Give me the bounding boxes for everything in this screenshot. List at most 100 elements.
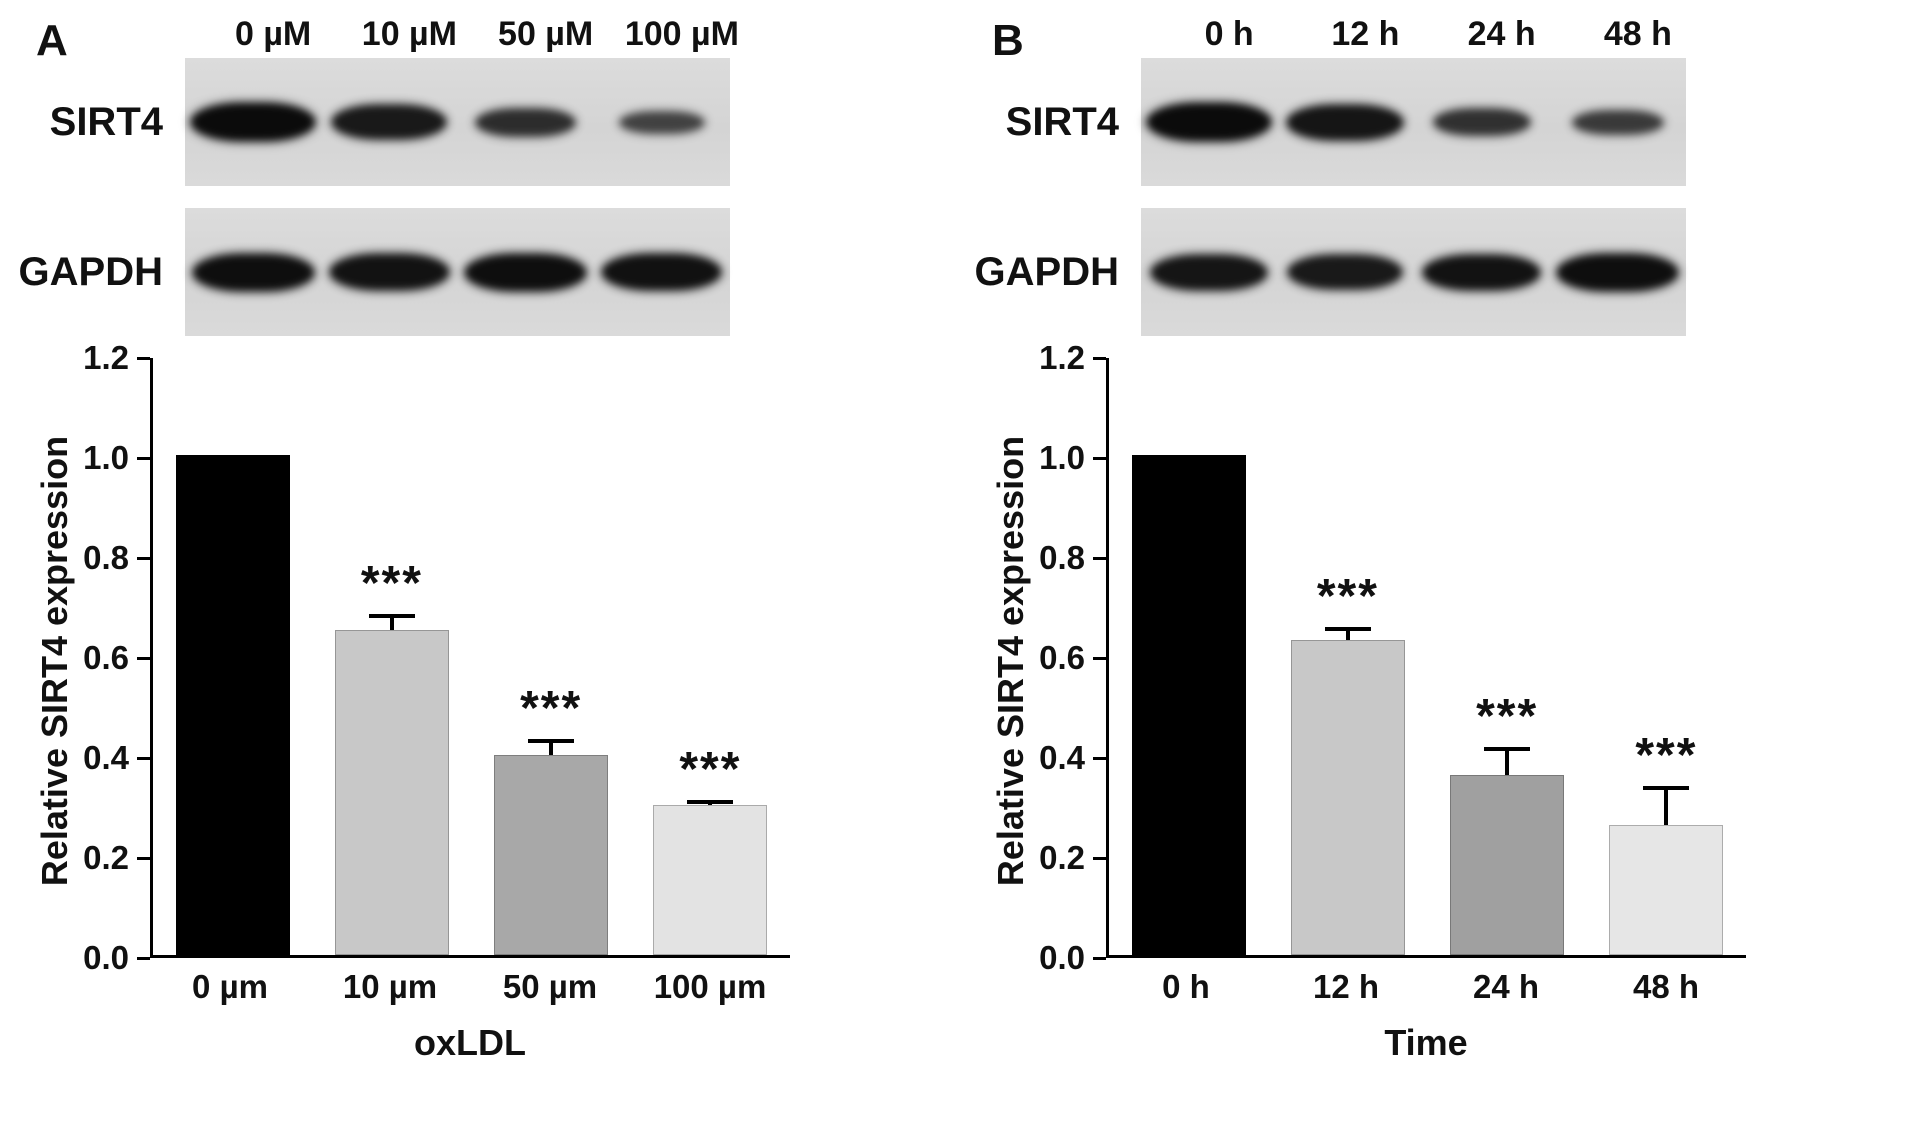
x-axis-title: oxLDL bbox=[414, 1022, 526, 1063]
y-tick-label: 0.0 bbox=[1039, 939, 1085, 976]
blot-lane bbox=[1141, 103, 1277, 141]
error-bar bbox=[528, 738, 575, 756]
bars-container: *** *** *** bbox=[1109, 358, 1746, 955]
blot-lane bbox=[594, 111, 730, 133]
blot-lane bbox=[321, 105, 457, 139]
protein-band bbox=[1147, 103, 1272, 141]
x-category-label: 100 µm bbox=[653, 968, 767, 1005]
blot-row-sirt4: SIRT4 bbox=[0, 58, 956, 186]
y-axis-tick bbox=[1093, 956, 1106, 960]
x-category-labels: 0 h 12 h 24 h 48 h bbox=[1106, 968, 1746, 1006]
y-axis-tick bbox=[137, 756, 150, 760]
y-axis-tick bbox=[137, 656, 150, 660]
y-axis-tick bbox=[137, 356, 150, 360]
protein-band bbox=[1423, 254, 1541, 290]
error-bar bbox=[1643, 786, 1690, 826]
bar bbox=[175, 455, 290, 955]
lane-labels-panel-b: 0 h 12 h 24 h 48 h bbox=[1161, 10, 1706, 58]
protein-band bbox=[1288, 255, 1403, 289]
bar-chart-panel-b: Relative SIRT4 expression 0.0 0.2 0.4 0.6 0.… bbox=[956, 340, 1912, 1064]
lane-label: 10 µM bbox=[361, 14, 457, 53]
bar bbox=[334, 630, 449, 955]
y-axis-tick bbox=[137, 456, 150, 460]
y-tick-label: 0.8 bbox=[83, 539, 129, 576]
protein-label-gapdh: GAPDH bbox=[18, 249, 163, 294]
protein-band bbox=[191, 103, 316, 141]
protein-label-sirt4: SIRT4 bbox=[49, 99, 163, 144]
blot-lane bbox=[1277, 255, 1413, 289]
y-tick-label: 1.2 bbox=[83, 339, 129, 376]
y-axis-tick bbox=[1093, 356, 1106, 360]
blot-lane bbox=[1550, 110, 1686, 134]
panel-b-letter: B bbox=[992, 16, 1024, 65]
x-category-label: 0 µm bbox=[192, 968, 268, 1005]
blot-strip-sirt4 bbox=[1141, 58, 1686, 186]
error-bar bbox=[1324, 627, 1371, 641]
significance-marker: *** bbox=[1635, 729, 1698, 782]
y-tick-label: 0.6 bbox=[1039, 639, 1085, 676]
bars-container: *** *** *** bbox=[153, 358, 790, 955]
y-tick-label: 0.4 bbox=[83, 739, 129, 776]
blot-lane bbox=[1414, 109, 1550, 135]
blot-lane bbox=[1550, 253, 1686, 291]
y-tick-label: 0.4 bbox=[1039, 739, 1085, 776]
plot-area: 0.0 0.2 0.4 0.6 0.8 1.0 1.2 *** *** *** bbox=[83, 340, 790, 976]
x-category-label: 24 h bbox=[1472, 968, 1540, 1005]
blot-lane bbox=[1277, 104, 1413, 140]
error-bar bbox=[1484, 747, 1531, 776]
error-bar-stem bbox=[389, 617, 394, 631]
x-category-label: 48 h bbox=[1632, 968, 1700, 1005]
blot-lane bbox=[458, 108, 594, 136]
x-category-label: 50 µm bbox=[502, 968, 598, 1005]
protein-band bbox=[1287, 104, 1404, 140]
lane-label: 12 h bbox=[1331, 14, 1400, 53]
y-tick-label: 0.6 bbox=[83, 639, 129, 676]
error-bar-stem bbox=[1345, 631, 1350, 641]
blot-strip-sirt4 bbox=[185, 58, 730, 186]
lane-labels-panel-a: 0 µM 10 µM 50 µM 100 µM bbox=[205, 10, 750, 58]
significance-marker: *** bbox=[360, 556, 423, 610]
significance-marker: *** bbox=[520, 681, 583, 735]
blot-lane bbox=[458, 253, 594, 291]
y-tick-label: 1.2 bbox=[1039, 339, 1085, 376]
y-tick-label: 0.2 bbox=[1039, 839, 1085, 876]
panel-a: A 0 µM 10 µM 50 µM 100 µM SIRT4 GAPDH Re… bbox=[0, 0, 956, 1144]
lane-label: 24 h bbox=[1467, 14, 1536, 53]
lane-label: 0 µM bbox=[234, 14, 312, 53]
western-blot-panel-a: 0 µM 10 µM 50 µM 100 µM SIRT4 GAPDH bbox=[0, 6, 956, 336]
y-axis-tick bbox=[137, 956, 150, 960]
protein-band bbox=[476, 108, 576, 136]
y-axis-tick bbox=[1093, 756, 1106, 760]
western-blot-panel-b: 0 h 12 h 24 h 48 h SIRT4 GAPDH bbox=[956, 6, 1912, 336]
protein-label-gapdh: GAPDH bbox=[974, 249, 1119, 294]
blot-row-gapdh: GAPDH bbox=[956, 208, 1912, 336]
blot-lane bbox=[1141, 254, 1277, 290]
significance-marker: *** bbox=[1476, 690, 1539, 743]
lane-label: 48 h bbox=[1603, 14, 1672, 53]
blot-strip-gapdh bbox=[1141, 208, 1686, 336]
bar bbox=[494, 755, 609, 955]
lane-label: 100 µM bbox=[624, 14, 739, 53]
x-category-label: 10 µm bbox=[342, 968, 438, 1005]
blot-lane bbox=[594, 254, 730, 290]
protein-band bbox=[192, 253, 314, 291]
blot-lane bbox=[185, 253, 321, 291]
bar-slot: *** bbox=[653, 358, 768, 955]
protein-band bbox=[602, 254, 722, 290]
bar bbox=[1609, 825, 1724, 955]
y-tick-label: 0.0 bbox=[83, 939, 129, 976]
significance-marker: *** bbox=[679, 743, 742, 796]
protein-band bbox=[1557, 253, 1679, 291]
bar bbox=[1290, 640, 1405, 955]
x-category-label: 0 h bbox=[1162, 968, 1210, 1005]
x-category-labels: 0 µm 10 µm 50 µm 100 µm bbox=[150, 968, 790, 1006]
bar-slot: *** bbox=[1609, 358, 1724, 955]
error-bar-stem bbox=[1505, 751, 1510, 776]
blot-lane bbox=[1414, 254, 1550, 290]
bar-slot bbox=[175, 358, 290, 955]
error-bar-stem bbox=[549, 742, 554, 756]
bar bbox=[653, 805, 768, 955]
protein-band bbox=[619, 111, 704, 133]
protein-band bbox=[329, 254, 449, 290]
